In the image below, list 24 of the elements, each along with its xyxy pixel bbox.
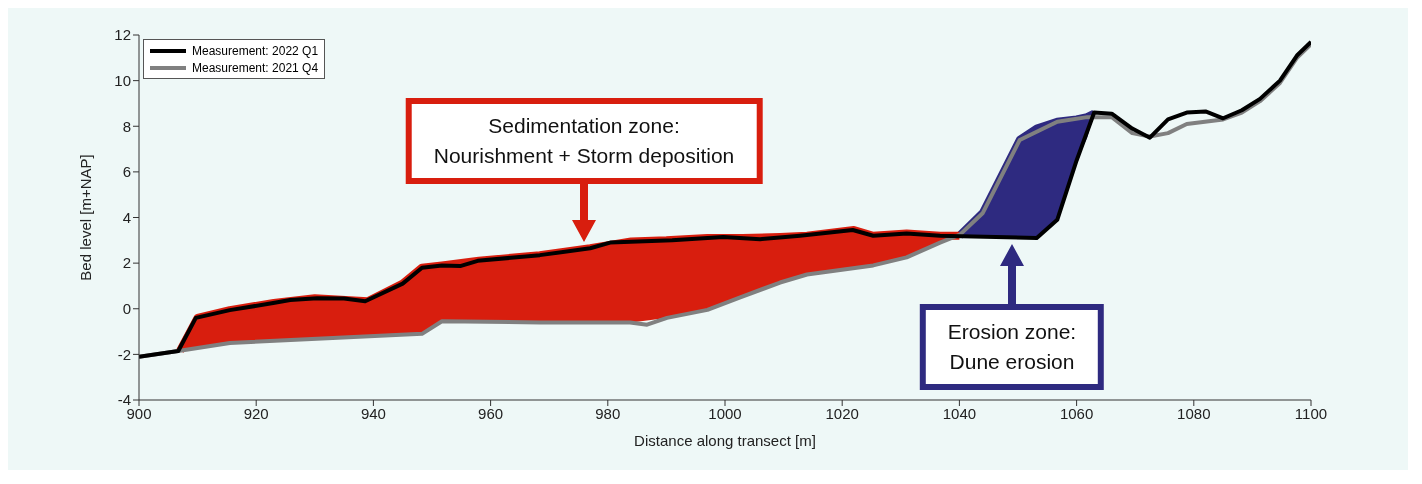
x-axis-title: Distance along transect [m]: [634, 432, 816, 449]
legend-label: Measurement: 2022 Q1: [192, 43, 319, 58]
x-tick-label: 1040: [942, 404, 977, 422]
y-axis-title: Bed level [m+NAP]: [77, 154, 95, 281]
x-tick-label: 980: [595, 404, 621, 422]
y-tick-label: 2: [122, 254, 131, 272]
annotation: Erosion zone: Dune erosion: [947, 319, 1077, 375]
y-tick-label: 4: [122, 208, 131, 226]
y-tick-label: 8: [122, 117, 131, 135]
x-tick-label: 1060: [1059, 404, 1094, 422]
legend-label: Measurement: 2021 Q4: [192, 60, 319, 75]
y-tick-label: -2: [117, 345, 131, 363]
x-tick-label: 940: [360, 404, 386, 422]
y-tick-label: 12: [114, 26, 131, 44]
x-tick-label: 920: [243, 404, 269, 422]
annotation: Sedimentation zone: Nourishment + Storm deposition: [433, 113, 735, 169]
x-tick-label: 1000: [708, 404, 742, 422]
x-tick-label: 1080: [1177, 404, 1211, 422]
x-tick-label: 960: [478, 404, 504, 422]
y-tick-label: 6: [122, 163, 131, 181]
y-tick-label: 0: [122, 300, 131, 318]
y-tick-label: 10: [114, 71, 131, 89]
x-tick-label: 1020: [825, 404, 859, 422]
x-tick-label: 1100: [1294, 404, 1328, 422]
